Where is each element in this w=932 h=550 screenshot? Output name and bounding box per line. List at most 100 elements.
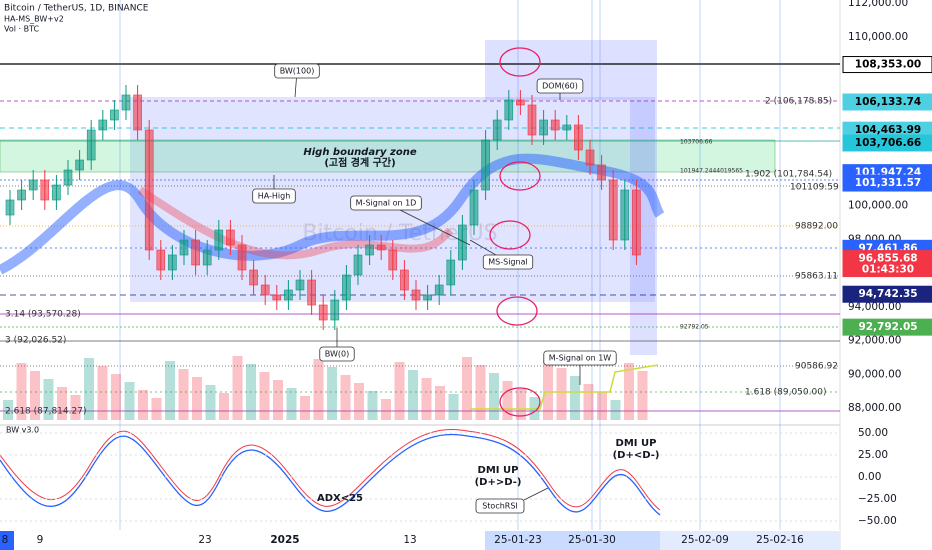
- price-axis-label: 94,000.00: [848, 301, 901, 313]
- level-label: 3.14 (93,570.28): [5, 310, 81, 320]
- price-axis-label: 92,000.00: [848, 335, 901, 347]
- indicator-pointer: [523, 487, 549, 501]
- high-zone: [0, 139, 776, 173]
- candle-body: [249, 269, 258, 286]
- price-axis-label: 110,000.00: [848, 31, 908, 43]
- annotation-box: [252, 188, 296, 204]
- volume-bar: [43, 379, 54, 420]
- candle-body: [133, 94, 142, 131]
- candle-body: [295, 279, 305, 291]
- level-label: 101109.59: [790, 183, 839, 193]
- annotation-box: [350, 195, 422, 211]
- time-axis-label: 8: [2, 534, 9, 546]
- level-label: 2.618 (87,814.27): [5, 407, 86, 417]
- time-axis-label: 2025: [270, 534, 299, 546]
- time-axis-label: 25-02-16: [756, 534, 804, 546]
- volume-bar: [597, 392, 607, 420]
- price-tag-countdown: 01:43:30: [862, 264, 914, 276]
- price-tag: [842, 134, 932, 152]
- candle-body: [121, 94, 131, 111]
- candle-body: [144, 129, 154, 251]
- annotation-box: [274, 63, 320, 79]
- volume-bar: [637, 371, 648, 420]
- annotation-label: M-Signal on 1W: [549, 354, 612, 363]
- volume-bar: [462, 357, 472, 420]
- annotation-box: [319, 346, 355, 362]
- candle-body: [5, 199, 15, 216]
- price-tag: [842, 318, 932, 336]
- ma-band-red: [137, 186, 454, 260]
- volume-bar: [583, 384, 594, 420]
- highlight-circle: [499, 387, 541, 417]
- candle-body: [342, 274, 351, 301]
- volume-bar: [610, 400, 621, 420]
- candle-body: [179, 239, 189, 256]
- level-label: 3 (92,026.52): [5, 336, 66, 346]
- volume-bar: [84, 358, 94, 420]
- candle-body: [260, 284, 270, 296]
- level-label: 2 (106,178.85): [765, 97, 832, 107]
- price-tag-label: 92,792.05: [858, 321, 917, 333]
- level-label: 1.902 (101,784.54): [745, 170, 832, 180]
- indicator-axis-label: −25.00: [858, 493, 897, 505]
- annotation-label: BW(0): [325, 350, 349, 359]
- price-tag-label: 101,331.57: [855, 177, 921, 189]
- candle-body: [458, 224, 467, 261]
- candle-body: [214, 229, 224, 251]
- level-label: 1.618 (89,050.00): [745, 388, 826, 398]
- time-future: [660, 531, 840, 550]
- candle-body: [585, 149, 595, 166]
- time-axis-label: 23: [198, 534, 211, 546]
- volume-bar: [246, 364, 256, 420]
- volume-bar: [327, 367, 337, 420]
- candle-body: [40, 179, 50, 201]
- volume-bar: [273, 380, 283, 420]
- volume-bar: [97, 366, 108, 420]
- volume-bar: [421, 378, 432, 420]
- indicator-box: [475, 498, 525, 514]
- level-label: 90586.92: [795, 362, 838, 372]
- highlight-circle: [499, 161, 541, 191]
- candle-body: [446, 259, 456, 286]
- volume-bar: [516, 389, 526, 420]
- volume-bar: [408, 370, 418, 420]
- indicator-axis-label: −50.00: [858, 515, 897, 527]
- price-tag: [842, 285, 932, 303]
- indicator-boxed-label: StochRSI: [482, 502, 518, 511]
- header-symbol: Bitcoin / TetherUS, 1D, BINANCE: [4, 4, 149, 14]
- volume-bar: [286, 388, 297, 420]
- candle-body: [17, 189, 26, 201]
- price-tag: [842, 56, 932, 74]
- volume-bar: [448, 394, 459, 420]
- volume-bar: [502, 381, 513, 420]
- highlight-circle: [496, 296, 538, 326]
- candle-body: [307, 279, 316, 306]
- price-tag-label: 103,706.66: [855, 137, 921, 149]
- time-axis-label: 9: [37, 534, 44, 546]
- volume-bar: [165, 361, 175, 420]
- level-label: 98892.00: [795, 222, 838, 232]
- candle-body: [376, 244, 386, 251]
- volume-bar: [3, 400, 13, 420]
- candle-body: [98, 119, 108, 131]
- price-tag-label: 94,742.35: [858, 288, 917, 300]
- annotation-label: M-Signal on 1D: [356, 199, 417, 208]
- price-tag: [842, 174, 932, 192]
- volume-bar: [570, 376, 580, 420]
- annotation-label: MS-Signal: [488, 258, 527, 267]
- price-axis-label: 112,000.00: [848, 0, 908, 9]
- zone-subtitle: (고점 경계 구간): [324, 156, 395, 169]
- volume-bar: [394, 362, 405, 420]
- candle-body: [86, 129, 96, 161]
- price-axis-label: 90,000.00: [848, 368, 901, 380]
- candle-body: [574, 124, 583, 151]
- indicator-label: DMI UP: [616, 438, 657, 449]
- volume-bar: [205, 385, 216, 420]
- candle-body: [202, 249, 212, 266]
- candle-body: [632, 189, 641, 256]
- highlight-circle: [489, 220, 531, 250]
- candle-body: [330, 299, 340, 321]
- annotation-box: [543, 350, 617, 366]
- indicator-axis-label: 0.00: [858, 471, 881, 483]
